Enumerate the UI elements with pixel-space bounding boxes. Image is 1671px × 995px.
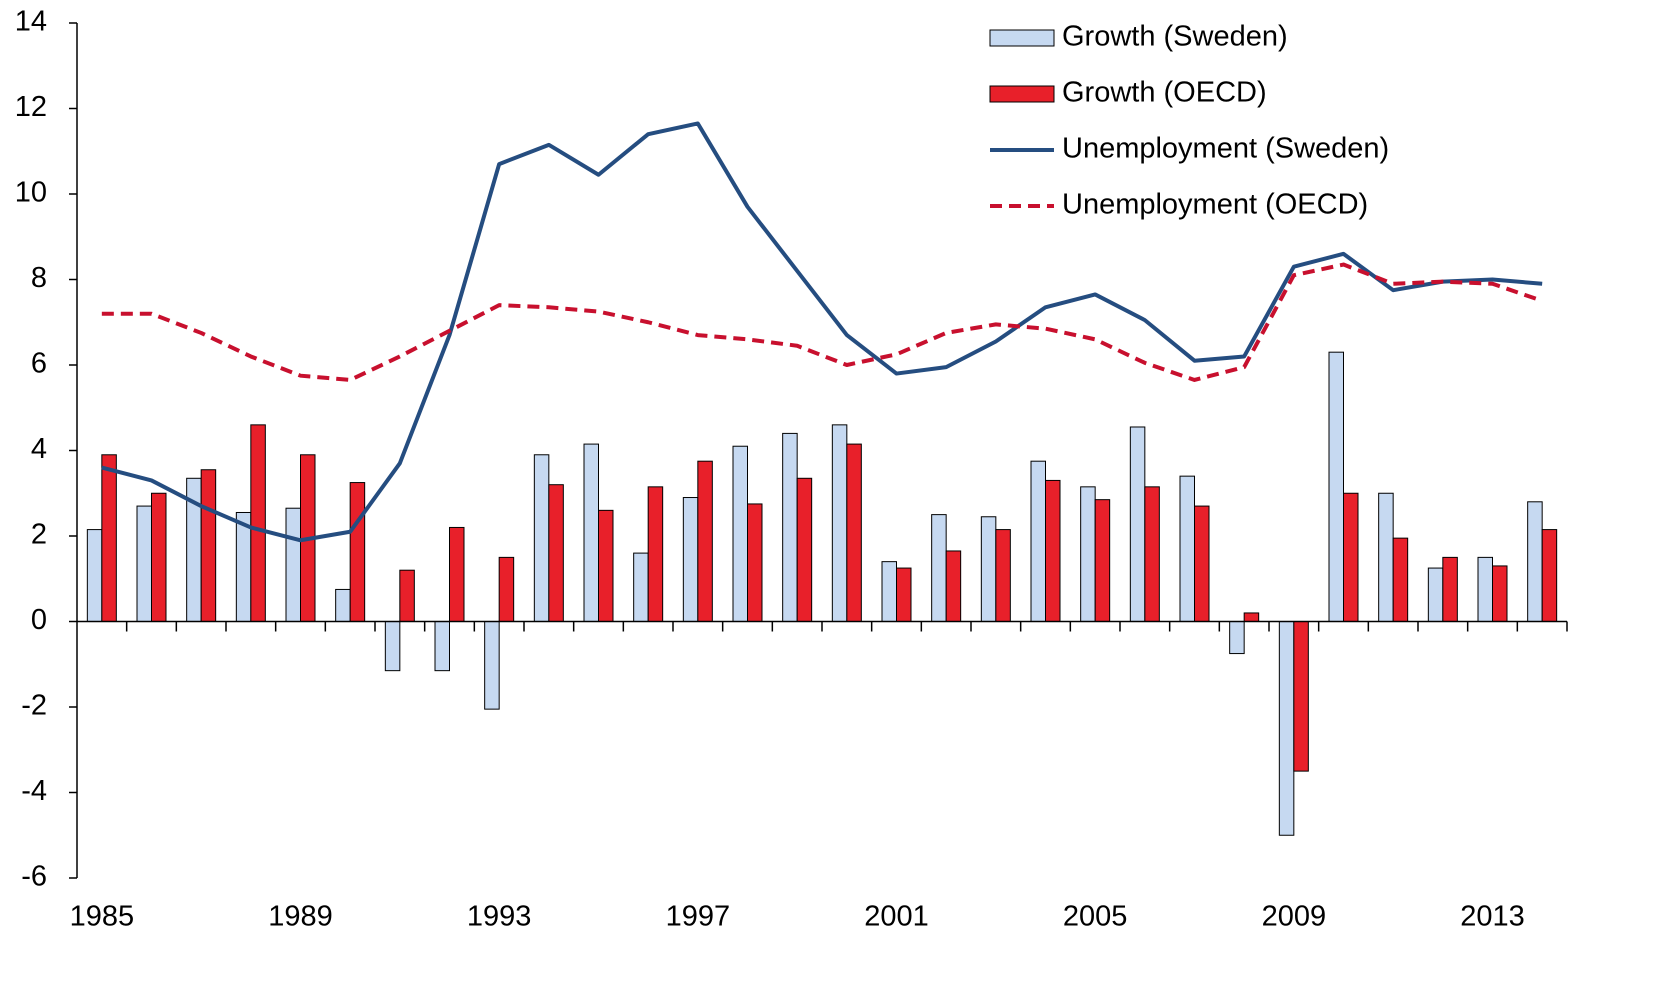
bar	[136, 505, 152, 623]
legend-swatch	[989, 29, 1055, 47]
bar	[1030, 460, 1046, 622]
bar	[1243, 612, 1260, 623]
x-tick-label: 1985	[70, 901, 135, 933]
bar	[1378, 492, 1394, 622]
bar	[1442, 556, 1458, 622]
bar	[449, 526, 465, 623]
bar	[980, 516, 997, 623]
bar	[831, 424, 848, 622]
x-tick-label: 2013	[1460, 901, 1525, 933]
bar	[782, 432, 798, 622]
line	[101, 121, 1543, 543]
bar	[747, 503, 763, 622]
bar	[1144, 486, 1160, 622]
bar	[945, 550, 962, 623]
x-tick-label: 1997	[666, 901, 731, 933]
bar	[335, 588, 351, 622]
bar	[1343, 492, 1359, 622]
line	[101, 262, 1543, 382]
bar	[384, 621, 401, 672]
bar	[697, 460, 713, 622]
bar	[349, 482, 366, 622]
bar	[995, 529, 1011, 623]
y-tick-label: 8	[31, 262, 47, 294]
bar	[1492, 565, 1508, 622]
y-tick-label: 6	[31, 348, 47, 380]
bar	[1477, 556, 1493, 622]
bar	[796, 477, 813, 622]
bar	[896, 567, 912, 622]
bar	[682, 497, 699, 622]
legend-label: Unemployment (Sweden)	[1062, 133, 1389, 165]
legend-label: Unemployment (OECD)	[1062, 189, 1368, 221]
y-tick-label: 0	[31, 604, 47, 636]
y-tick-label: 12	[15, 91, 47, 123]
bar	[732, 445, 748, 622]
bar	[1293, 621, 1309, 772]
bar	[200, 469, 217, 622]
bar	[235, 511, 252, 622]
bar	[1328, 351, 1344, 622]
bar	[1278, 621, 1295, 836]
bar	[285, 507, 301, 622]
bar	[1179, 475, 1195, 622]
y-tick-label: 2	[31, 519, 47, 551]
x-tick-label: 2005	[1063, 901, 1128, 933]
bar	[533, 454, 550, 622]
bar	[583, 443, 599, 622]
bar	[101, 454, 117, 622]
x-tick-label: 1989	[268, 901, 333, 933]
y-tick-label: -4	[21, 775, 47, 807]
y-tick-label: 14	[15, 6, 47, 38]
bar	[151, 492, 167, 622]
bar	[399, 569, 415, 623]
bar	[1045, 479, 1061, 622]
bar	[881, 561, 897, 623]
y-tick-label: 4	[31, 433, 47, 465]
bar	[931, 514, 947, 622]
bar	[1527, 501, 1543, 622]
bar	[498, 556, 515, 622]
bar	[633, 552, 649, 622]
y-tick-label: 10	[15, 177, 47, 209]
legend-swatch	[989, 85, 1055, 103]
bar	[250, 424, 266, 622]
bar	[1080, 486, 1096, 622]
x-tick-label: 2001	[864, 901, 929, 933]
bar	[484, 621, 500, 710]
bar	[1427, 567, 1444, 622]
bar	[1129, 426, 1146, 622]
bar	[647, 486, 664, 622]
bar	[548, 484, 564, 623]
bar	[1229, 621, 1245, 655]
bar	[1541, 529, 1558, 623]
bar	[434, 621, 450, 672]
y-tick-label: -2	[21, 690, 47, 722]
bar	[1194, 505, 1210, 623]
legend-label: Growth (OECD)	[1062, 77, 1267, 109]
bar	[1392, 537, 1409, 623]
bar	[86, 529, 103, 623]
x-tick-label: 2009	[1262, 901, 1327, 933]
bar	[846, 443, 862, 622]
x-tick-label: 1993	[467, 901, 532, 933]
legend-label: Growth (Sweden)	[1062, 21, 1288, 53]
bar	[1094, 499, 1111, 623]
y-tick-label: -6	[21, 861, 47, 893]
bar	[598, 509, 614, 623]
